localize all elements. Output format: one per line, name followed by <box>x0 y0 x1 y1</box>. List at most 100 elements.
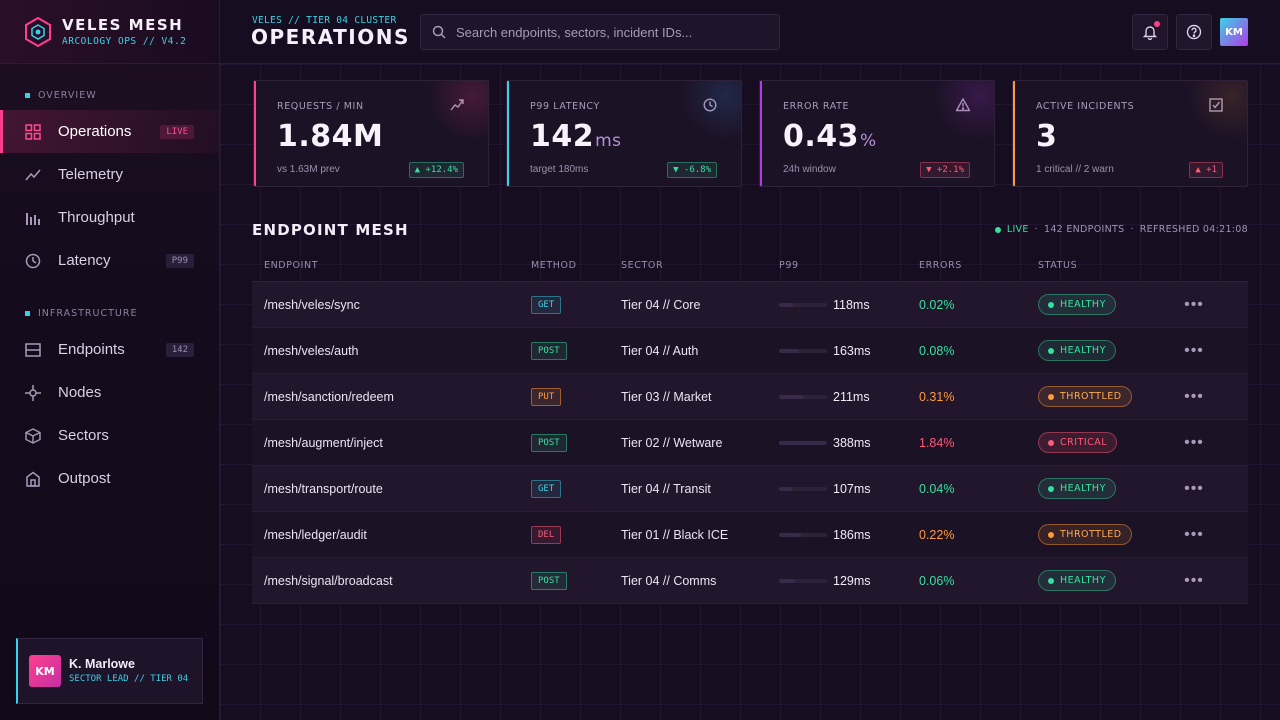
table-row[interactable]: /mesh/veles/sync GET Tier 04 // Core 118ms 0… <box>252 282 1248 328</box>
status-dot <box>1048 577 1054 584</box>
column-header-status[interactable]: STATUS <box>1038 260 1078 271</box>
row-actions-button[interactable]: ••• <box>1164 295 1224 313</box>
hexagon-logo-icon <box>25 16 51 47</box>
sidebar-item-label: Nodes <box>58 384 102 401</box>
bars-icon <box>25 210 41 226</box>
sidebar-item-label: Outpost <box>58 470 111 487</box>
p99-cell: 129ms <box>779 574 919 588</box>
sidebar-item-throughput[interactable]: Throughput <box>0 196 219 239</box>
latency-bar-fill <box>779 532 802 537</box>
sidebar-item-nodes[interactable]: Nodes <box>0 371 219 414</box>
sidebar-item-label: Sectors <box>58 427 109 444</box>
method-badge: POST <box>531 433 567 452</box>
sector-cell: Tier 04 // Auth <box>621 343 699 358</box>
latency-bar <box>779 486 827 491</box>
status-dot <box>1048 531 1054 538</box>
section-marker <box>25 310 30 316</box>
sidebar-item-outpost[interactable]: Outpost <box>0 457 219 500</box>
sidebar-item-label: Operations <box>58 123 132 140</box>
row-actions-button[interactable]: ••• <box>1164 526 1224 542</box>
live-label: LIVE <box>1006 224 1029 235</box>
more-horizontal-icon: ••• <box>1184 341 1204 359</box>
table-row[interactable]: /mesh/veles/auth POST Tier 04 // Auth 163ms… <box>252 328 1248 374</box>
method-badge: POST <box>531 341 567 360</box>
row-actions-button[interactable]: ••• <box>1164 572 1224 588</box>
search-box[interactable] <box>420 14 780 50</box>
kpi-value: 0.43% <box>783 119 972 159</box>
search-input[interactable] <box>456 24 776 40</box>
latency-bar <box>779 532 827 537</box>
cube-icon <box>25 427 41 444</box>
help-button[interactable] <box>1176 14 1212 50</box>
notifications-button[interactable] <box>1132 14 1168 50</box>
kpi-unit: ms <box>595 131 622 151</box>
column-header-method[interactable]: METHOD <box>531 260 577 271</box>
table-row[interactable]: /mesh/transport/route GET Tier 04 // Trans… <box>252 466 1248 512</box>
live-indicator <box>994 226 1001 233</box>
sector-cell: Tier 01 // Black ICE <box>621 527 729 542</box>
more-horizontal-icon: ••• <box>1184 479 1204 497</box>
latency-bar <box>779 440 827 445</box>
brand[interactable]: VELES MESH ARCOLOGY OPS // V4.2 <box>0 0 219 64</box>
user-role: SECTOR LEAD // TIER 04 <box>69 674 189 684</box>
error-rate: 0.31% <box>919 389 955 404</box>
table-row[interactable]: /mesh/ledger/audit DEL Tier 01 // Black IC… <box>252 512 1248 558</box>
breadcrumb: VELES // TIER 04 CLUSTER <box>252 15 397 26</box>
kpi-number: 0.43 <box>783 119 860 154</box>
mesh-status-line: LIVE · 142 ENDPOINTS · REFRESHED 04:21:0… <box>994 224 1248 235</box>
error-rate: 0.02% <box>919 297 955 312</box>
more-horizontal-icon: ••• <box>1184 295 1204 313</box>
status-badge: THROTTLED <box>1038 524 1132 545</box>
sidebar-item-sectors[interactable]: Sectors <box>0 414 219 457</box>
kpi-footnote: 1 critical // 2 warn <box>1036 164 1114 175</box>
column-header-p99[interactable]: P99 <box>779 260 799 271</box>
status-label: THROTTLED <box>1060 529 1122 540</box>
status-cell: CRITICAL <box>1038 432 1164 453</box>
column-header-endpoint[interactable]: ENDPOINT <box>264 260 319 271</box>
table-body: /mesh/veles/sync GET Tier 04 // Core 118ms 0… <box>252 282 1248 604</box>
p99-value: 388ms <box>833 435 871 450</box>
table-row[interactable]: /mesh/signal/broadcast POST Tier 04 // Com… <box>252 558 1248 604</box>
kpi-unit: % <box>860 131 877 151</box>
error-rate: 0.22% <box>919 527 955 542</box>
sector-cell: Tier 02 // Wetware <box>621 435 723 450</box>
row-actions-button[interactable]: ••• <box>1164 479 1224 497</box>
p99-cell: 186ms <box>779 528 919 542</box>
header-avatar[interactable]: KM <box>1220 18 1248 46</box>
avatar: KM <box>29 655 61 687</box>
kpi-label: REQUESTS / MIN <box>277 101 364 112</box>
endpoint-table: ENDPOINT METHOD SECTOR P99 ERRORS STATUS… <box>252 250 1248 604</box>
kpi-footnote: target 180ms <box>530 164 589 175</box>
brand-subtitle: ARCOLOGY OPS // V4.2 <box>62 36 187 47</box>
error-rate: 0.08% <box>919 343 955 358</box>
method-cell: POST <box>531 571 621 590</box>
table-row[interactable]: /mesh/sanction/redeem PUT Tier 03 // Marke… <box>252 374 1248 420</box>
row-actions-button[interactable]: ••• <box>1164 434 1224 450</box>
column-header-errors[interactable]: ERRORS <box>919 260 962 271</box>
kpi-card-incidents: ACTIVE INCIDENTS 3 1 critical // 2 warn … <box>1012 80 1248 187</box>
search-icon <box>432 25 446 39</box>
sidebar-item-endpoints[interactable]: Endpoints 142 <box>0 328 219 371</box>
kpi-label: P99 LATENCY <box>530 101 600 112</box>
latency-bar <box>779 394 827 399</box>
sidebar-item-telemetry[interactable]: Telemetry <box>0 153 219 196</box>
table-row[interactable]: /mesh/augment/inject POST Tier 02 // Wetwa… <box>252 420 1248 466</box>
status-dot <box>1048 393 1054 400</box>
row-actions-button[interactable]: ••• <box>1164 388 1224 404</box>
error-rate: 0.04% <box>919 481 955 496</box>
kpi-card-error-rate: ERROR RATE 0.43% 24h window ▼ +2.1% <box>759 80 995 187</box>
status-label: HEALTHY <box>1060 299 1106 310</box>
sidebar-item-operations[interactable]: Operations LIVE <box>0 110 219 153</box>
p99-value: 107ms <box>833 481 871 496</box>
latency-bar-fill <box>779 440 826 445</box>
status-badge: HEALTHY <box>1038 478 1116 499</box>
sidebar-item-label: Latency <box>58 252 111 269</box>
row-actions-button[interactable]: ••• <box>1164 341 1224 359</box>
check-square-icon <box>1209 98 1223 112</box>
sector-cell: Tier 04 // Core <box>621 297 701 312</box>
method-badge: GET <box>531 295 562 314</box>
sidebar-item-latency[interactable]: Latency P99 <box>0 239 219 282</box>
latency-bar-fill <box>779 486 792 491</box>
user-card[interactable]: KM K. Marlowe SECTOR LEAD // TIER 04 <box>16 638 203 704</box>
column-header-sector[interactable]: SECTOR <box>621 260 664 271</box>
